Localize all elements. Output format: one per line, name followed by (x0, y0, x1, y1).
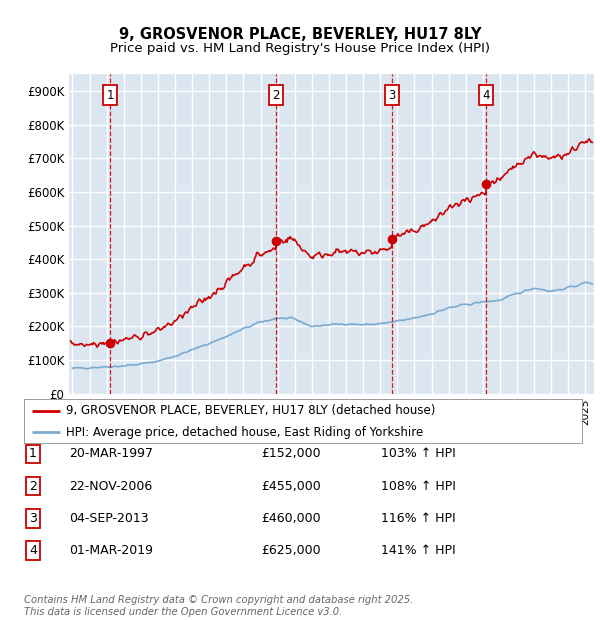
Text: 9, GROSVENOR PLACE, BEVERLEY, HU17 8LY (detached house): 9, GROSVENOR PLACE, BEVERLEY, HU17 8LY (… (66, 404, 435, 417)
Text: 3: 3 (388, 89, 395, 102)
Text: 2: 2 (29, 480, 37, 492)
Text: 1: 1 (29, 448, 37, 460)
Text: £455,000: £455,000 (261, 480, 321, 492)
Text: £460,000: £460,000 (261, 512, 320, 525)
Text: 9, GROSVENOR PLACE, BEVERLEY, HU17 8LY: 9, GROSVENOR PLACE, BEVERLEY, HU17 8LY (119, 27, 481, 42)
Text: 141% ↑ HPI: 141% ↑ HPI (381, 544, 455, 557)
Text: £625,000: £625,000 (261, 544, 320, 557)
Text: 4: 4 (482, 89, 490, 102)
Text: Contains HM Land Registry data © Crown copyright and database right 2025.
This d: Contains HM Land Registry data © Crown c… (24, 595, 413, 617)
Text: 22-NOV-2006: 22-NOV-2006 (69, 480, 152, 492)
Text: Price paid vs. HM Land Registry's House Price Index (HPI): Price paid vs. HM Land Registry's House … (110, 42, 490, 55)
Text: HPI: Average price, detached house, East Riding of Yorkshire: HPI: Average price, detached house, East… (66, 426, 423, 438)
Text: 103% ↑ HPI: 103% ↑ HPI (381, 448, 456, 460)
Text: 01-MAR-2019: 01-MAR-2019 (69, 544, 153, 557)
Text: 3: 3 (29, 512, 37, 525)
Text: £152,000: £152,000 (261, 448, 320, 460)
Text: 1: 1 (107, 89, 114, 102)
Text: 116% ↑ HPI: 116% ↑ HPI (381, 512, 455, 525)
Text: 108% ↑ HPI: 108% ↑ HPI (381, 480, 456, 492)
Text: 20-MAR-1997: 20-MAR-1997 (69, 448, 153, 460)
Text: 4: 4 (29, 544, 37, 557)
Text: 04-SEP-2013: 04-SEP-2013 (69, 512, 149, 525)
Text: 2: 2 (272, 89, 280, 102)
